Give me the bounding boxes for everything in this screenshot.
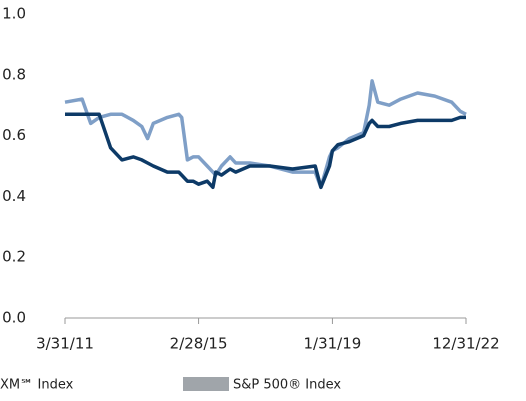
x-tick-label: 2/28/15 [170, 335, 228, 353]
series-line [65, 112, 466, 190]
y-tick-label: 1.0 [2, 5, 26, 23]
series-line [64, 79, 467, 190]
x-tick-label: 1/31/19 [304, 335, 362, 353]
legend-swatch [183, 377, 229, 391]
y-tick-label: 0.4 [2, 187, 26, 205]
y-tick-label: 0.2 [2, 248, 26, 266]
x-tick-label: 3/31/11 [36, 335, 94, 353]
x-tick-label: 12/31/22 [432, 335, 499, 353]
y-tick-label: 0.8 [2, 65, 26, 83]
y-tick-label: 0.0 [2, 309, 26, 327]
y-tick-label: 0.6 [2, 126, 26, 144]
legend-label: XM℠ Index [0, 378, 74, 393]
legend-label: S&P 500® Index [233, 378, 341, 393]
